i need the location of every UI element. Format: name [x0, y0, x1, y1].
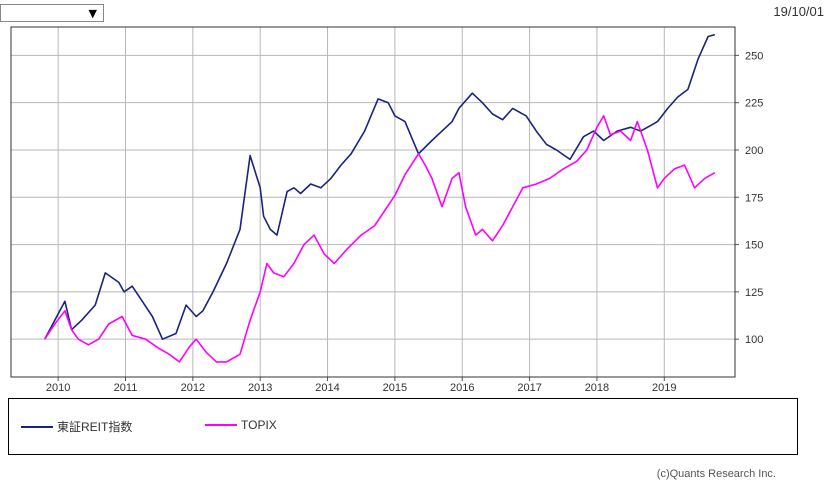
x-tick-label: 2014 [315, 382, 339, 394]
y-tick-label: 200 [745, 145, 763, 157]
legend-item-topix: TOPIX [205, 418, 277, 432]
x-tick-label: 2017 [517, 382, 541, 394]
y-tick-label: 175 [745, 192, 763, 204]
y-tick-label: 250 [745, 50, 763, 62]
x-tick-label: 2018 [585, 382, 609, 394]
y-tick-label: 150 [745, 240, 763, 252]
legend: 東証REIT指数 TOPIX [8, 398, 798, 455]
date-label: 19/10/01 [773, 4, 824, 19]
plot-border [10, 26, 736, 378]
y-tick-label: 225 [745, 98, 763, 110]
series-line-reit [43, 33, 716, 341]
x-tick-label: 2016 [450, 382, 474, 394]
copyright-credit: (c)Quants Research Inc. [656, 468, 776, 480]
y-tick-label: 100 [745, 334, 763, 346]
series-line-topix [44, 115, 716, 363]
chevron-down-icon[interactable]: ▼ [88, 7, 97, 20]
legend-item-reit: 東証REIT指数 [21, 418, 132, 435]
x-tick-label: 2012 [181, 382, 205, 394]
x-tick-label: 2011 [114, 382, 138, 394]
plot-area [11, 27, 735, 377]
legend-label-topix: TOPIX [241, 418, 277, 432]
x-tick-label: 2019 [652, 382, 676, 394]
x-tick-label: 2010 [46, 382, 70, 394]
legend-swatch-topix [205, 424, 237, 426]
y-tick-label: 125 [745, 287, 763, 299]
price-chart: 2010 2011 2012 2013 2014 2015 2016 2017 2018 2019… [10, 26, 763, 394]
legend-swatch-reit [21, 425, 53, 428]
x-tick-label: 2015 [383, 382, 407, 394]
x-tick-label: 2013 [248, 382, 272, 394]
legend-label-reit: 東証REIT指数 [57, 420, 133, 434]
period-select[interactable]: ▼ [0, 4, 104, 22]
